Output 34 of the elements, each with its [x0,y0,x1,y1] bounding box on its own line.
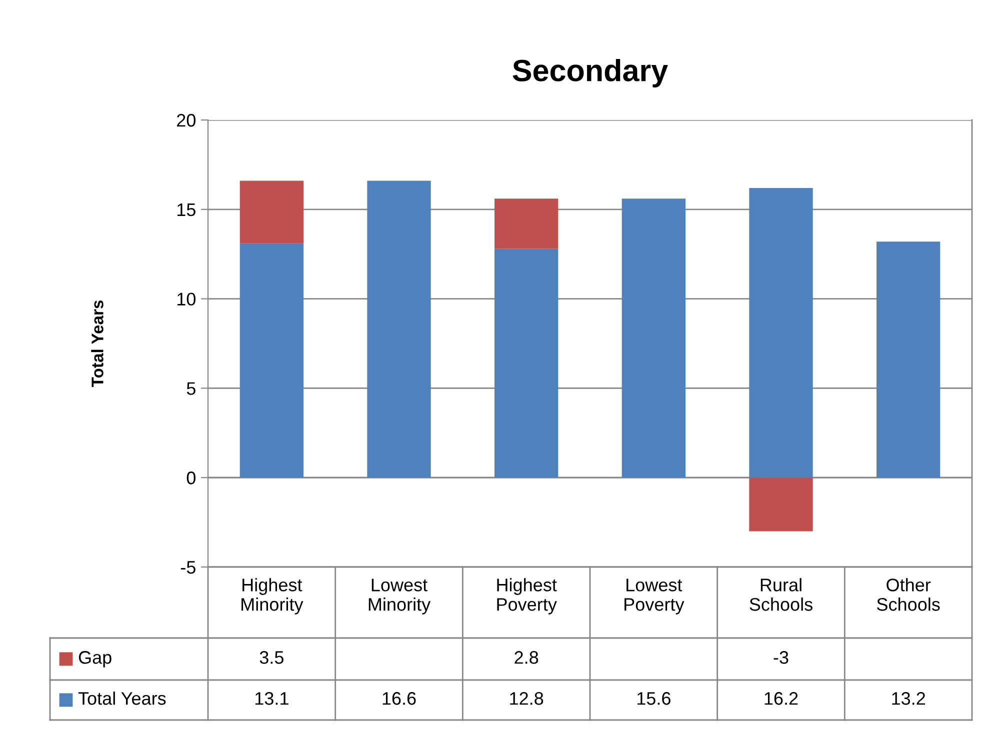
data-label: 13.1 [255,692,288,705]
bar [494,198,558,249]
legend-label: Gap [78,651,112,668]
y-axis-title: Total Years [91,300,104,388]
x-tick-label: Highest Poverty [497,578,557,614]
bar [240,243,304,478]
data-label: 16.6 [382,692,416,705]
data-label: 12.8 [510,692,544,705]
x-tick-label: Lowest Poverty [624,578,684,614]
data-label: 15.6 [637,692,670,705]
y-tick-label: 20 [177,114,196,127]
bar [749,478,813,532]
chart-title: Secondary [512,58,668,88]
bar [749,188,813,478]
bar [494,248,558,478]
x-tick-label: Other Schools [877,578,940,611]
x-tick-label: Lowest Minority [368,578,431,614]
bar [240,180,304,244]
bar [367,180,431,478]
x-tick-label: Highest Minority [242,578,304,614]
bar [622,198,686,478]
y-tick-label: 10 [177,292,196,306]
x-tick-label: Rural Schools [750,578,812,611]
data-label: -3 [774,651,788,664]
data-label: 13.2 [892,692,925,705]
data-label: 2.8 [514,651,538,664]
y-tick-label: 5 [186,382,196,395]
data-label: 16.2 [764,692,798,705]
y-tick-label: 15 [177,204,196,216]
y-tick-label: -5 [180,561,196,574]
bar [876,242,940,478]
data-label: 3.5 [260,651,284,664]
y-tick-label: 0 [186,472,196,484]
legend-label: Total Years [78,692,166,705]
